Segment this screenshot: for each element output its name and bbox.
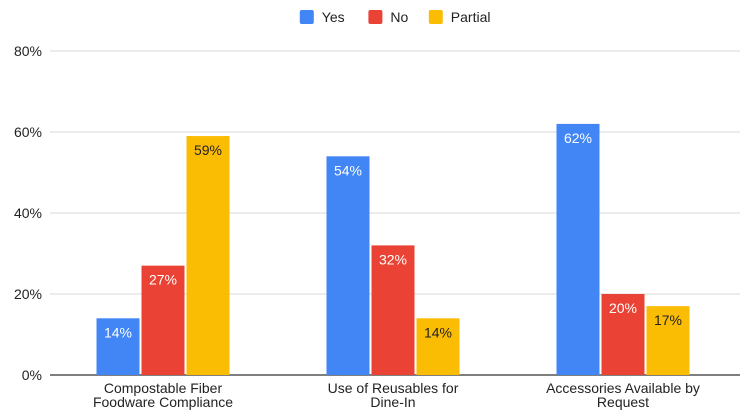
x-category-label: Foodware Compliance [93, 394, 233, 410]
legend-label-yes: Yes [322, 9, 345, 25]
bar-yes-3 [556, 123, 600, 376]
y-tick-label: 0% [22, 367, 42, 383]
bar-data-label: 17% [654, 312, 682, 328]
x-category-label: Dine-In [370, 394, 415, 410]
bar-partial-1 [186, 136, 230, 375]
bar-data-label: 20% [609, 300, 637, 316]
bar-data-label: 59% [194, 142, 222, 158]
legend-label-partial: Partial [451, 9, 491, 25]
legend-label-no: No [390, 9, 408, 25]
bar-no-1 [141, 265, 185, 375]
bar-partial-3 [646, 306, 690, 375]
legend-swatch-partial [428, 10, 443, 24]
x-category-label: Compostable Fiber [104, 380, 223, 396]
bar-data-label: 27% [149, 272, 177, 288]
bar-data-label: 14% [424, 324, 452, 340]
bar-no-2 [371, 245, 415, 375]
bar-partial-2 [416, 318, 460, 375]
bar-data-label: 62% [564, 130, 592, 146]
y-tick-label: 60% [14, 124, 42, 140]
bar-no-3 [601, 294, 645, 375]
legend-swatch-yes [299, 10, 314, 24]
y-tick-label: 40% [14, 205, 42, 221]
bar-data-label: 54% [334, 162, 362, 178]
bar-data-label: 14% [104, 324, 132, 340]
bar-yes-1 [96, 318, 140, 375]
x-category-label: Accessories Available by [546, 380, 700, 396]
y-tick-label: 80% [14, 43, 42, 59]
bar-yes-2 [326, 156, 370, 375]
bar-data-label: 32% [379, 251, 407, 267]
y-tick-label: 20% [14, 286, 42, 302]
x-category-label: Use of Reusables for [328, 380, 459, 396]
x-category-label: Request [597, 394, 649, 410]
legend-swatch-no [368, 10, 383, 24]
